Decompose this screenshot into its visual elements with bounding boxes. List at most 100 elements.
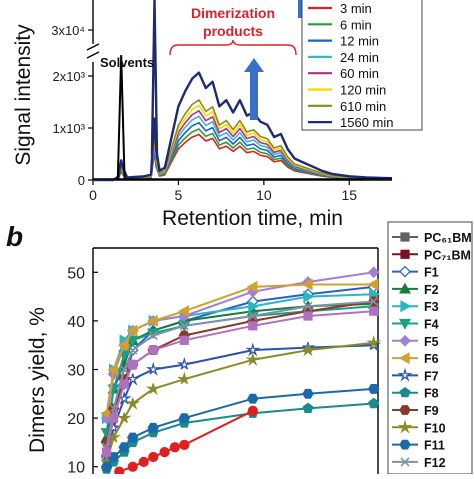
- series-line: [105, 387, 374, 468]
- data-marker: [119, 379, 129, 389]
- data-marker: [303, 301, 313, 311]
- data-marker: [118, 442, 130, 453]
- data-marker: [107, 363, 119, 376]
- legend-a-label: 610 min: [340, 99, 386, 114]
- data-marker: [368, 384, 380, 394]
- data-marker: [399, 405, 411, 415]
- series-line: [105, 305, 374, 433]
- data-marker: [369, 296, 379, 307]
- panel-label-b: b: [6, 221, 23, 252]
- y-tick-label: 3x10⁴: [51, 23, 85, 38]
- data-marker: [127, 461, 138, 472]
- data-marker: [400, 300, 412, 313]
- legend-b-label: F2: [424, 283, 439, 297]
- data-marker: [397, 419, 413, 434]
- data-marker: [178, 305, 189, 318]
- series-F11: [100, 384, 380, 472]
- data-marker: [399, 334, 411, 347]
- data-marker: [128, 345, 138, 355]
- data-marker: [159, 447, 170, 458]
- legend-b-label: F5: [424, 335, 439, 349]
- solvents-label: Solvents: [100, 55, 154, 70]
- legend-a-label: 6 min: [340, 17, 372, 32]
- data-marker: [138, 456, 149, 467]
- series-line: [105, 271, 374, 419]
- y-tick-label: 0: [78, 173, 85, 188]
- data-marker: [248, 300, 260, 313]
- data-marker: [400, 249, 410, 259]
- data-marker: [117, 339, 129, 352]
- legend-a-label: 3 min: [340, 1, 372, 16]
- x-tick-label: 0: [89, 187, 97, 203]
- data-marker: [369, 306, 379, 316]
- x-tick-label: 10: [256, 187, 272, 203]
- products-label: products: [203, 23, 263, 39]
- data-marker: [399, 265, 411, 278]
- legend-a-label: 12 min: [340, 34, 379, 49]
- data-marker: [179, 321, 189, 331]
- series-line: [105, 344, 374, 458]
- legend-a-label: 120 min: [340, 83, 386, 98]
- legend-b-label: F7: [424, 369, 439, 383]
- data-marker: [302, 342, 316, 357]
- data-marker: [169, 442, 180, 453]
- data-marker: [303, 290, 315, 303]
- data-marker: [148, 345, 158, 355]
- legend-b-label: F4: [424, 318, 439, 332]
- data-marker: [145, 361, 161, 376]
- series-F2: [100, 297, 380, 443]
- data-marker: [179, 335, 189, 345]
- data-marker: [398, 318, 412, 330]
- increase-arrow: [244, 58, 264, 120]
- data-marker: [119, 364, 129, 375]
- data-marker: [400, 232, 410, 242]
- data-marker: [145, 383, 161, 396]
- series-F6: [100, 278, 379, 420]
- series-F9: [100, 296, 380, 448]
- main-peak: [150, 0, 159, 160]
- x-axis-title: Retention time, min: [162, 207, 343, 230]
- data-marker: [397, 367, 413, 382]
- data-marker: [147, 422, 159, 433]
- data-marker: [248, 311, 258, 321]
- data-marker: [399, 386, 411, 398]
- data-marker: [367, 266, 380, 279]
- legend-a-label: 60 min: [340, 66, 379, 81]
- b-y-axis-title: Dimers yield, %: [26, 307, 49, 453]
- data-marker: [366, 335, 382, 350]
- yield-panel: b 10 20 30 40 50 Dimers yield, %: [6, 221, 382, 477]
- data-marker: [368, 397, 380, 409]
- x-tick-label: 5: [175, 187, 183, 203]
- data-marker: [302, 402, 314, 413]
- data-marker: [245, 342, 261, 357]
- data-marker: [179, 439, 190, 450]
- legend-b-label: PC₆₁BM: [424, 231, 472, 245]
- data-marker: [116, 412, 132, 425]
- series-F13: [101, 306, 379, 457]
- legend-b-label: PC₇₁BM: [424, 248, 471, 262]
- legend-b-label: F3: [424, 300, 439, 314]
- y-tick-label: 1x10³: [52, 121, 85, 136]
- data-marker: [176, 356, 192, 370]
- data-marker: [247, 393, 259, 404]
- data-marker: [178, 413, 190, 423]
- legend-b-label: F6: [424, 352, 439, 366]
- data-marker: [148, 330, 158, 341]
- data-marker: [246, 280, 258, 293]
- legend-b-label: F10: [424, 421, 446, 435]
- data-marker: [399, 439, 411, 450]
- data-marker: [398, 352, 410, 365]
- data-marker: [176, 371, 192, 385]
- data-marker: [101, 447, 112, 457]
- y-tick-label: 2x10³: [52, 69, 85, 84]
- data-marker: [148, 451, 159, 463]
- data-marker: [302, 388, 314, 399]
- b-y-tick-label: 50: [67, 265, 85, 282]
- data-marker: [114, 466, 125, 477]
- series-F12: [101, 296, 379, 452]
- b-y-tick-label: 40: [67, 314, 85, 331]
- data-marker: [128, 360, 138, 370]
- data-marker: [247, 405, 258, 416]
